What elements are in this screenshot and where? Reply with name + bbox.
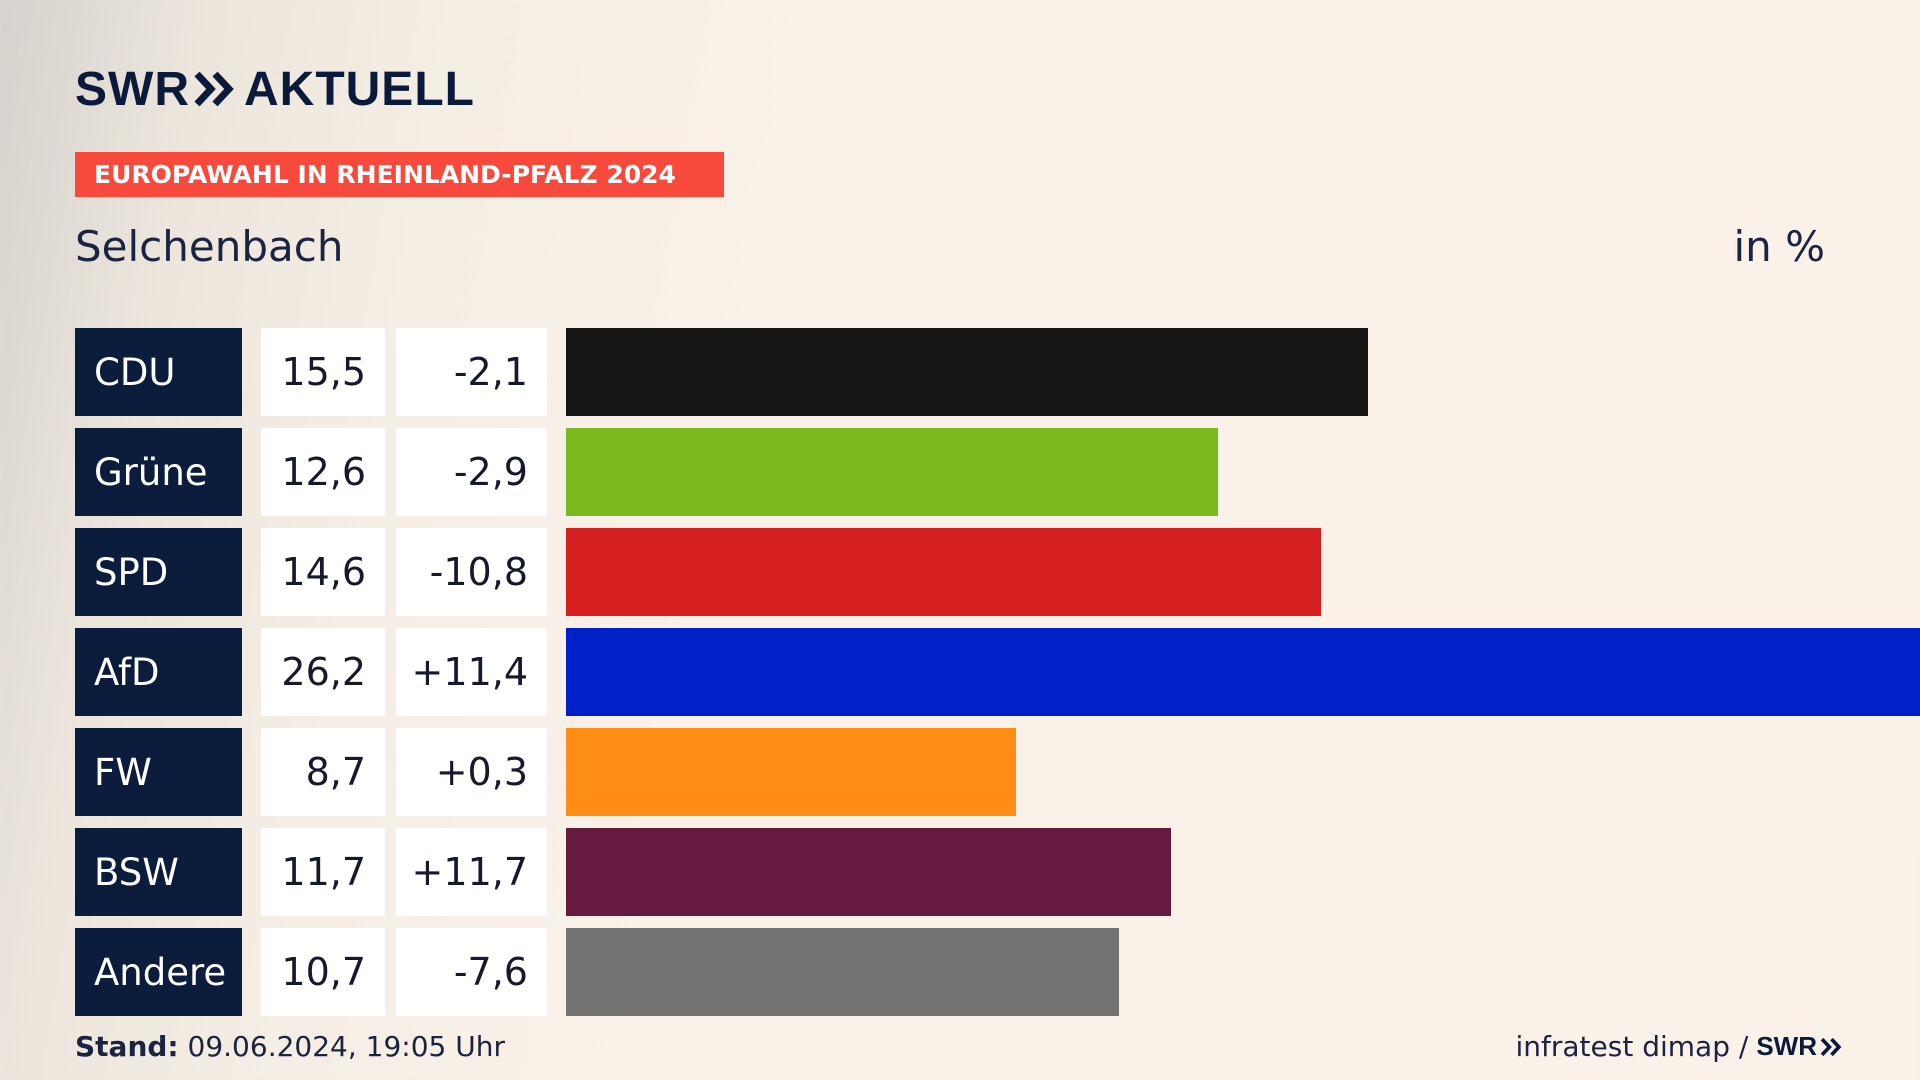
diff-label: -7,6 xyxy=(396,928,547,1016)
diff-label: +0,3 xyxy=(396,728,547,816)
bar xyxy=(566,328,1368,416)
party-label: Andere xyxy=(75,928,242,1016)
mini-logo-text: SWR xyxy=(1756,1031,1817,1061)
timestamp: Stand: 09.06.2024, 19:05 Uhr xyxy=(75,1030,505,1063)
value-label: 15,5 xyxy=(261,328,385,416)
election-banner: EUROPAWAHL IN RHEINLAND-PFALZ 2024 xyxy=(75,152,724,197)
source-credit: infratest dimap / SWR xyxy=(1516,1030,1843,1063)
place-title: Selchenbach xyxy=(75,222,344,271)
swr-aktuell-logo: SWR AKTUELL xyxy=(75,62,475,116)
value-label: 12,6 xyxy=(261,428,385,516)
logo-text: SWR xyxy=(75,62,190,116)
party-label: Grüne xyxy=(75,428,242,516)
party-label: BSW xyxy=(75,828,242,916)
value-label: 26,2 xyxy=(261,628,385,716)
bar xyxy=(566,628,1920,716)
double-chevron-icon xyxy=(1820,1037,1842,1056)
diff-label: +11,7 xyxy=(396,828,547,916)
unit-label: in % xyxy=(1733,222,1825,271)
party-label: CDU xyxy=(75,328,242,416)
bar xyxy=(566,428,1218,516)
diff-label: -10,8 xyxy=(396,528,547,616)
swr-mini-logo: SWR xyxy=(1756,1031,1842,1062)
value-label: 10,7 xyxy=(261,928,385,1016)
stand-label: Stand: xyxy=(75,1030,179,1063)
bar xyxy=(566,728,1016,816)
value-label: 11,7 xyxy=(261,828,385,916)
party-label: SPD xyxy=(75,528,242,616)
bar xyxy=(566,928,1119,1016)
logo-suffix: AKTUELL xyxy=(243,62,475,116)
value-label: 8,7 xyxy=(261,728,385,816)
party-label: AfD xyxy=(75,628,242,716)
stand-value: 09.06.2024, 19:05 Uhr xyxy=(187,1030,505,1063)
bar xyxy=(566,528,1321,616)
bar xyxy=(566,828,1171,916)
double-chevron-icon xyxy=(194,71,234,107)
source-text: infratest dimap / xyxy=(1515,1030,1749,1063)
value-label: 14,6 xyxy=(261,528,385,616)
diff-label: +11,4 xyxy=(396,628,547,716)
diff-label: -2,1 xyxy=(396,328,547,416)
diff-label: -2,9 xyxy=(396,428,547,516)
party-label: FW xyxy=(75,728,242,816)
